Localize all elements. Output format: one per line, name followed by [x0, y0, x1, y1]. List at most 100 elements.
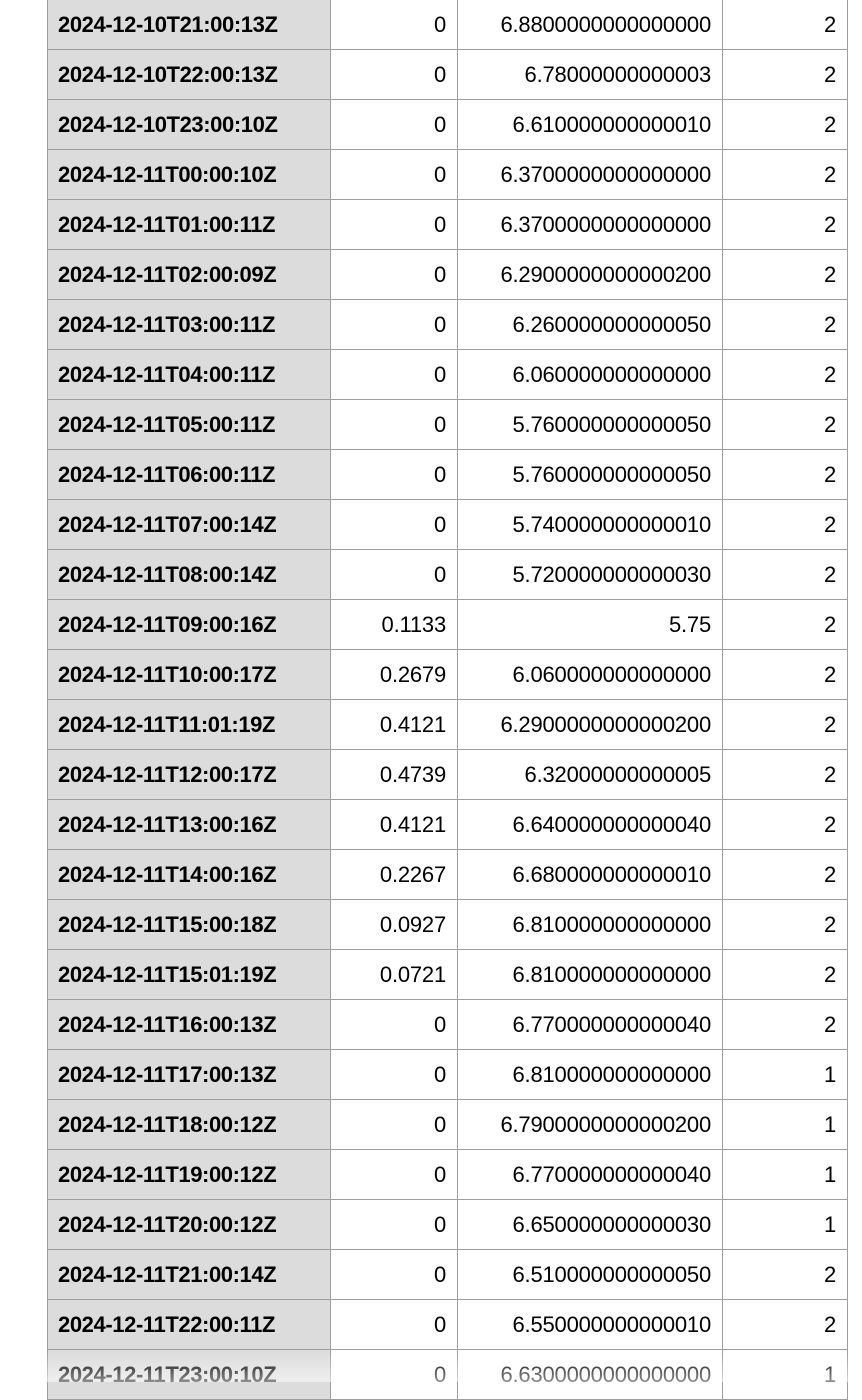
value-b-cell[interactable]: 6.510000000000050: [457, 1249, 723, 1300]
value-b-cell[interactable]: 5.760000000000050: [457, 449, 723, 500]
value-a-cell[interactable]: 0: [330, 149, 458, 200]
value-b-cell[interactable]: 6.770000000000040: [457, 1149, 723, 1200]
count-cell[interactable]: 1: [722, 1049, 848, 1100]
value-b-cell[interactable]: 6.060000000000000: [457, 649, 723, 700]
count-cell[interactable]: 2: [722, 799, 848, 850]
value-b-cell[interactable]: 6.2900000000000200: [457, 699, 723, 750]
count-cell[interactable]: 2: [722, 1249, 848, 1300]
value-b-cell[interactable]: 5.760000000000050: [457, 399, 723, 450]
count-cell[interactable]: 2: [722, 149, 848, 200]
value-a-cell[interactable]: 0: [330, 1149, 458, 1200]
count-cell[interactable]: 2: [722, 199, 848, 250]
value-b-cell[interactable]: 6.8800000000000000: [457, 0, 723, 50]
value-b-cell[interactable]: 6.810000000000000: [457, 1049, 723, 1100]
value-b-cell[interactable]: 6.550000000000010: [457, 1299, 723, 1350]
value-a-cell[interactable]: 0: [330, 49, 458, 100]
value-a-cell[interactable]: 0: [330, 549, 458, 600]
value-a-cell[interactable]: 0: [330, 1349, 458, 1400]
timestamp-cell[interactable]: 2024-12-11T08:00:14Z: [47, 549, 331, 600]
timestamp-cell[interactable]: 2024-12-10T21:00:13Z: [47, 0, 331, 50]
value-a-cell[interactable]: 0.4121: [330, 799, 458, 850]
value-a-cell[interactable]: 0: [330, 999, 458, 1050]
value-a-cell[interactable]: 0: [330, 349, 458, 400]
timestamp-cell[interactable]: 2024-12-11T12:00:17Z: [47, 749, 331, 800]
timestamp-cell[interactable]: 2024-12-11T07:00:14Z: [47, 499, 331, 550]
count-cell[interactable]: 2: [722, 49, 848, 100]
value-b-cell[interactable]: 5.75: [457, 599, 723, 650]
value-a-cell[interactable]: 0: [330, 399, 458, 450]
count-cell[interactable]: 1: [722, 1149, 848, 1200]
value-b-cell[interactable]: 6.6300000000000000: [457, 1349, 723, 1400]
timestamp-cell[interactable]: 2024-12-11T15:01:19Z: [47, 949, 331, 1000]
timestamp-cell[interactable]: 2024-12-11T21:00:14Z: [47, 1249, 331, 1300]
value-a-cell[interactable]: 0: [330, 249, 458, 300]
timestamp-cell[interactable]: 2024-12-11T13:00:16Z: [47, 799, 331, 850]
count-cell[interactable]: 2: [722, 549, 848, 600]
timestamp-cell[interactable]: 2024-12-11T02:00:09Z: [47, 249, 331, 300]
value-b-cell[interactable]: 6.060000000000000: [457, 349, 723, 400]
value-a-cell[interactable]: 0: [330, 299, 458, 350]
value-b-cell[interactable]: 6.78000000000003: [457, 49, 723, 100]
count-cell[interactable]: 2: [722, 0, 848, 50]
value-a-cell[interactable]: 0: [330, 1049, 458, 1100]
value-a-cell[interactable]: 0: [330, 499, 458, 550]
value-a-cell[interactable]: 0.4121: [330, 699, 458, 750]
count-cell[interactable]: 2: [722, 749, 848, 800]
value-a-cell[interactable]: 0: [330, 199, 458, 250]
value-a-cell[interactable]: 0.1133: [330, 599, 458, 650]
count-cell[interactable]: 2: [722, 299, 848, 350]
timestamp-cell[interactable]: 2024-12-11T09:00:16Z: [47, 599, 331, 650]
value-b-cell[interactable]: 6.810000000000000: [457, 899, 723, 950]
timestamp-cell[interactable]: 2024-12-11T19:00:12Z: [47, 1149, 331, 1200]
value-a-cell[interactable]: 0: [330, 1099, 458, 1150]
timestamp-cell[interactable]: 2024-12-11T23:00:10Z: [47, 1349, 331, 1400]
count-cell[interactable]: 2: [722, 349, 848, 400]
timestamp-cell[interactable]: 2024-12-11T01:00:11Z: [47, 199, 331, 250]
value-b-cell[interactable]: 6.770000000000040: [457, 999, 723, 1050]
count-cell[interactable]: 2: [722, 699, 848, 750]
timestamp-cell[interactable]: 2024-12-11T18:00:12Z: [47, 1099, 331, 1150]
value-b-cell[interactable]: 6.32000000000005: [457, 749, 723, 800]
count-cell[interactable]: 2: [722, 949, 848, 1000]
count-cell[interactable]: 2: [722, 449, 848, 500]
value-a-cell[interactable]: 0: [330, 1299, 458, 1350]
timestamp-cell[interactable]: 2024-12-10T23:00:10Z: [47, 99, 331, 150]
timestamp-cell[interactable]: 2024-12-11T05:00:11Z: [47, 399, 331, 450]
value-b-cell[interactable]: 6.680000000000010: [457, 849, 723, 900]
value-b-cell[interactable]: 6.650000000000030: [457, 1199, 723, 1250]
value-a-cell[interactable]: 0: [330, 1199, 458, 1250]
value-b-cell[interactable]: 6.3700000000000000: [457, 149, 723, 200]
timestamp-cell[interactable]: 2024-12-11T22:00:11Z: [47, 1299, 331, 1350]
count-cell[interactable]: 2: [722, 499, 848, 550]
timestamp-cell[interactable]: 2024-12-11T06:00:11Z: [47, 449, 331, 500]
count-cell[interactable]: 2: [722, 399, 848, 450]
value-b-cell[interactable]: 6.7900000000000200: [457, 1099, 723, 1150]
value-a-cell[interactable]: 0: [330, 1249, 458, 1300]
count-cell[interactable]: 2: [722, 999, 848, 1050]
value-b-cell[interactable]: 5.740000000000010: [457, 499, 723, 550]
timestamp-cell[interactable]: 2024-12-11T15:00:18Z: [47, 899, 331, 950]
count-cell[interactable]: 2: [722, 599, 848, 650]
value-a-cell[interactable]: 0.4739: [330, 749, 458, 800]
value-a-cell[interactable]: 0: [330, 0, 458, 50]
value-b-cell[interactable]: 6.640000000000040: [457, 799, 723, 850]
value-b-cell[interactable]: 6.2900000000000200: [457, 249, 723, 300]
timestamp-cell[interactable]: 2024-12-11T00:00:10Z: [47, 149, 331, 200]
timestamp-cell[interactable]: 2024-12-11T10:00:17Z: [47, 649, 331, 700]
value-b-cell[interactable]: 5.720000000000030: [457, 549, 723, 600]
value-a-cell[interactable]: 0.0721: [330, 949, 458, 1000]
value-a-cell[interactable]: 0.2267: [330, 849, 458, 900]
timestamp-cell[interactable]: 2024-12-11T11:01:19Z: [47, 699, 331, 750]
count-cell[interactable]: 2: [722, 899, 848, 950]
value-a-cell[interactable]: 0: [330, 99, 458, 150]
value-a-cell[interactable]: 0: [330, 449, 458, 500]
value-a-cell[interactable]: 0.2679: [330, 649, 458, 700]
count-cell[interactable]: 2: [722, 849, 848, 900]
timestamp-cell[interactable]: 2024-12-11T16:00:13Z: [47, 999, 331, 1050]
timestamp-cell[interactable]: 2024-12-10T22:00:13Z: [47, 49, 331, 100]
value-b-cell[interactable]: 6.610000000000010: [457, 99, 723, 150]
count-cell[interactable]: 1: [722, 1199, 848, 1250]
count-cell[interactable]: 1: [722, 1099, 848, 1150]
timestamp-cell[interactable]: 2024-12-11T17:00:13Z: [47, 1049, 331, 1100]
count-cell[interactable]: 2: [722, 249, 848, 300]
